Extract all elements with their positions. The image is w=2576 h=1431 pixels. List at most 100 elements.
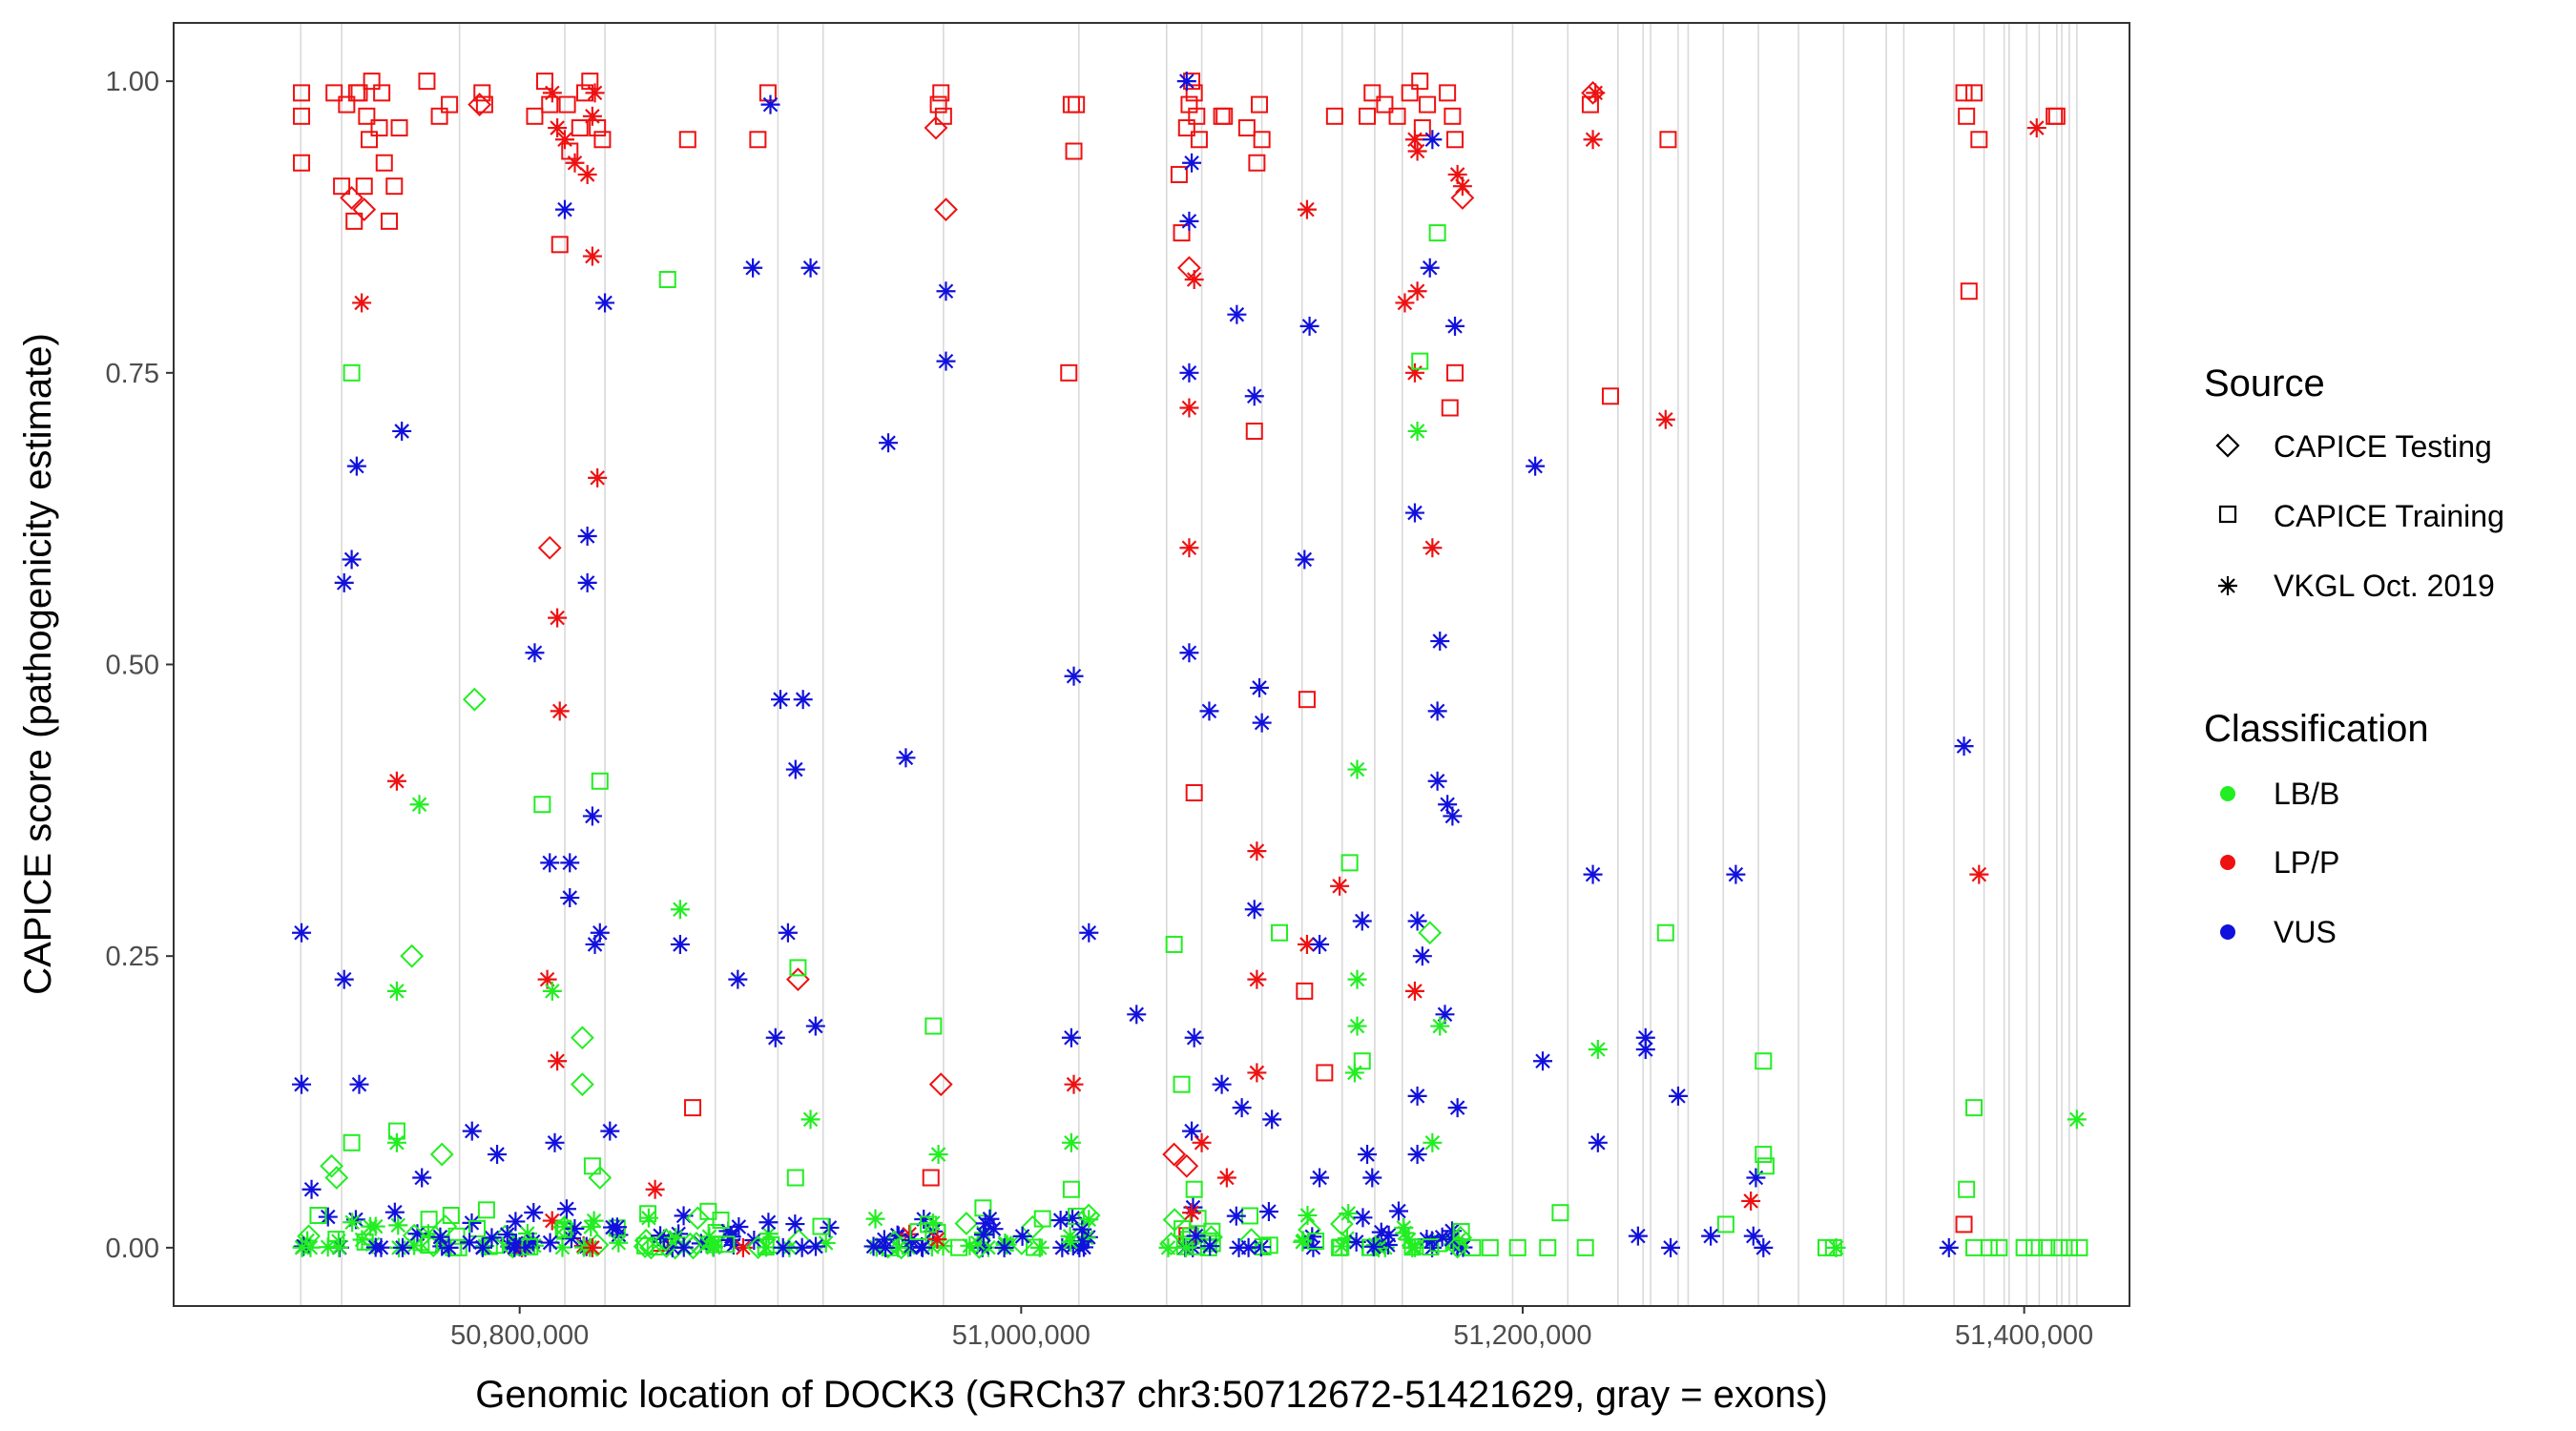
data-point-asterisk bbox=[577, 527, 597, 546]
data-point-square bbox=[786, 1169, 804, 1187]
data-point-asterisk bbox=[1407, 281, 1427, 301]
data-point-asterisk bbox=[548, 1051, 568, 1071]
data-point-square bbox=[345, 212, 364, 230]
y-tick-label: 0.00 bbox=[106, 1234, 159, 1264]
data-point-asterisk bbox=[865, 1209, 885, 1229]
data-point-diamond bbox=[1329, 1212, 1354, 1236]
data-point-square bbox=[1659, 131, 1677, 149]
data-point-asterisk bbox=[1347, 969, 1367, 989]
data-point-asterisk bbox=[505, 1237, 525, 1257]
data-point-square bbox=[475, 95, 493, 114]
data-point-asterisk bbox=[757, 1237, 777, 1257]
data-point-asterisk bbox=[805, 1016, 825, 1036]
data-point-asterisk bbox=[1432, 1227, 1452, 1247]
data-point-asterisk bbox=[1969, 864, 1989, 884]
data-point-square bbox=[554, 1220, 572, 1238]
data-point-square bbox=[2060, 1238, 2078, 1256]
data-point-square bbox=[1363, 84, 1381, 102]
legend-class-lpp: LP/P bbox=[2220, 845, 2339, 880]
data-point-asterisk bbox=[1452, 176, 1472, 197]
data-point-asterisk bbox=[1330, 876, 1350, 896]
data-point-square bbox=[1576, 1238, 1594, 1256]
data-point-asterisk bbox=[733, 1237, 753, 1257]
data-point-asterisk bbox=[292, 923, 312, 943]
data-point-diamond bbox=[320, 1153, 343, 1178]
data-point-asterisk bbox=[1447, 1098, 1467, 1118]
data-point-asterisk bbox=[975, 1213, 995, 1234]
data-point-diamond bbox=[1418, 921, 1443, 945]
legend-source-testing-label: CAPICE Testing bbox=[2274, 429, 2492, 464]
data-point-diamond bbox=[462, 687, 487, 712]
data-point-asterisk bbox=[1179, 643, 1199, 663]
data-point-square bbox=[343, 363, 361, 382]
data-point-square bbox=[1955, 84, 1973, 102]
data-point-asterisk bbox=[1262, 1110, 1282, 1130]
data-point-asterisk bbox=[409, 795, 429, 815]
data-point-square bbox=[1060, 363, 1078, 382]
data-point-square bbox=[390, 119, 408, 137]
data-point-asterisk bbox=[588, 467, 608, 487]
legend-class-lpp-label: LP/P bbox=[2274, 845, 2339, 880]
data-point-square bbox=[1165, 935, 1183, 953]
data-point-asterisk bbox=[556, 1199, 576, 1219]
data-point-square bbox=[558, 95, 576, 114]
data-point-asterisk bbox=[1184, 1027, 1204, 1047]
data-point-square bbox=[1251, 95, 1269, 114]
data-point-asterisk bbox=[548, 608, 568, 628]
data-point-square bbox=[1955, 1215, 1973, 1234]
data-point-square bbox=[1970, 131, 1988, 149]
data-point-asterisk bbox=[1346, 1232, 1366, 1252]
data-point-asterisk bbox=[585, 83, 605, 103]
data-point-square bbox=[789, 959, 807, 977]
data-point-asterisk bbox=[758, 1213, 779, 1233]
data-point-asterisk bbox=[1179, 398, 1199, 418]
data-point-asterisk bbox=[743, 258, 763, 278]
data-point-asterisk bbox=[462, 1121, 482, 1141]
data-point-asterisk bbox=[600, 1121, 620, 1141]
data-point-square bbox=[1481, 1238, 1499, 1256]
y-tick-label: 0.75 bbox=[106, 359, 159, 389]
legend-source-testing: CAPICE Testing bbox=[2215, 429, 2492, 464]
data-point-asterisk bbox=[524, 1203, 544, 1223]
data-point-asterisk bbox=[1250, 677, 1270, 697]
data-point-square bbox=[442, 1207, 460, 1225]
data-point-square bbox=[1411, 73, 1429, 91]
data-point-square bbox=[1439, 84, 1457, 102]
data-point-asterisk bbox=[472, 1237, 492, 1257]
data-point-asterisk bbox=[1754, 1237, 1774, 1257]
data-point-square bbox=[1508, 1238, 1527, 1256]
data-point-square bbox=[1539, 1238, 1557, 1256]
plot-panel-border bbox=[173, 22, 2130, 1307]
data-point-square bbox=[1185, 1180, 1203, 1198]
legend-source-training: CAPICE Training bbox=[2218, 499, 2504, 533]
data-point-asterisk bbox=[1407, 911, 1427, 931]
data-point-diamond bbox=[1177, 256, 1201, 280]
data-point-asterisk bbox=[1583, 130, 1603, 150]
data-point-square bbox=[1601, 387, 1619, 405]
data-point-asterisk bbox=[1404, 363, 1424, 383]
data-point-asterisk bbox=[392, 421, 412, 441]
data-point-asterisk bbox=[384, 1202, 405, 1222]
data-point-asterisk bbox=[1526, 456, 1546, 476]
data-point-square bbox=[639, 1205, 657, 1223]
data-point-asterisk bbox=[1661, 1237, 1681, 1257]
data-point-asterisk bbox=[352, 293, 372, 313]
data-point-diamond bbox=[633, 1234, 657, 1258]
data-point-diamond bbox=[400, 944, 425, 968]
data-point-asterisk bbox=[670, 900, 690, 920]
data-point-diamond bbox=[746, 1235, 771, 1259]
data-point-asterisk bbox=[590, 923, 610, 943]
data-point-asterisk bbox=[1344, 1063, 1364, 1083]
data-point-asterisk bbox=[577, 572, 597, 592]
data-point-square bbox=[375, 154, 393, 172]
data-point-square bbox=[1185, 84, 1203, 102]
data-point-asterisk bbox=[365, 1237, 385, 1257]
data-point-diamond bbox=[1450, 185, 1475, 210]
legend-source-title: Source bbox=[2204, 363, 2325, 404]
data-point-diamond bbox=[924, 115, 948, 140]
data-point-square bbox=[712, 1212, 730, 1230]
data-point-square bbox=[1332, 1238, 1350, 1256]
data-point-square bbox=[1359, 107, 1377, 125]
data-point-asterisk bbox=[292, 1237, 312, 1257]
data-point-asterisk bbox=[595, 293, 615, 313]
